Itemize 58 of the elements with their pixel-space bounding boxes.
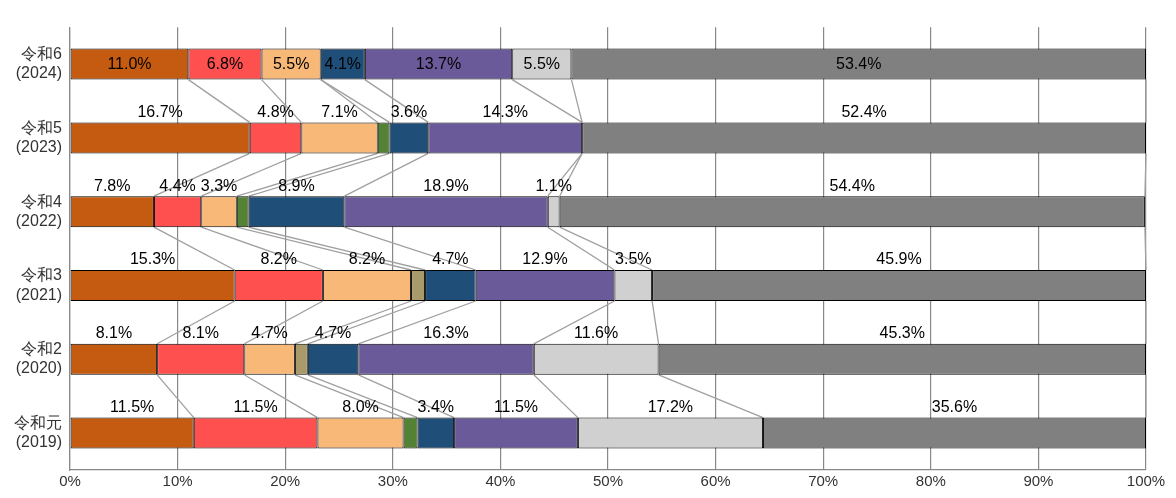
x-tick-label: 70%	[808, 472, 839, 490]
y-tick-label: 令和元 (2019)	[14, 413, 62, 451]
y-tick-label: 令和3 (2021)	[15, 266, 63, 303]
data-label: 4.7%	[314, 324, 352, 342]
data-label: 3.3%	[200, 176, 238, 194]
data-label: 3.4%	[417, 398, 455, 416]
data-label: 4.4%	[159, 176, 196, 194]
data-label: 45.9%	[876, 250, 922, 268]
data-label: 11.5%	[110, 398, 155, 416]
y-tick-label: 令和2 (2020)	[15, 340, 63, 377]
data-label: 6.8%	[206, 54, 244, 72]
data-label: 8.2%	[260, 250, 297, 268]
data-label: 14.3%	[482, 102, 528, 120]
data-label: 16.3%	[423, 324, 469, 342]
data-label: 8.9%	[278, 176, 315, 194]
data-label: 3.6%	[390, 102, 428, 120]
x-tick-label: 80%	[915, 472, 946, 490]
data-label: 1.1%	[535, 176, 572, 194]
data-label: 8.0%	[342, 398, 379, 416]
data-label: 8.2%	[348, 250, 386, 268]
y-tick-label: 令和6 (2024)	[15, 44, 63, 82]
data-label: 4.7%	[432, 250, 469, 268]
data-label: 18.9%	[423, 176, 469, 194]
x-tick-label: 50%	[592, 472, 624, 490]
data-label: 11.5%	[233, 398, 278, 416]
x-tick-label: 100%	[1126, 472, 1166, 490]
data-label: 11.6%	[574, 324, 619, 342]
data-label: 3.5%	[615, 250, 652, 268]
x-tick-label: 10%	[162, 472, 193, 490]
data-label: 15.3%	[129, 250, 176, 268]
data-label: 11.5%	[493, 398, 539, 416]
data-label: 5.5%	[523, 54, 561, 72]
data-label: 4.7%	[251, 324, 288, 342]
data-label: 13.7%	[415, 54, 462, 72]
data-label: 8.1%	[182, 324, 219, 342]
data-label: 16.7%	[137, 102, 183, 120]
x-tick-label: 90%	[1023, 472, 1054, 490]
data-label: 52.4%	[841, 102, 887, 120]
data-label: 4.1%	[324, 54, 361, 72]
data-label: 53.4%	[836, 54, 882, 72]
data-label: 8.1%	[95, 324, 133, 342]
y-tick-label: 令和4 (2022)	[15, 192, 63, 229]
data-label: 7.8%	[94, 176, 131, 194]
data-label: 12.9%	[522, 250, 568, 268]
x-tick-label: 0%	[59, 472, 81, 490]
y-tick-label: 令和5 (2023)	[15, 118, 63, 155]
data-label: 17.2%	[647, 398, 694, 416]
data-label: 45.3%	[879, 324, 925, 342]
data-label: 35.6%	[931, 398, 978, 416]
x-tick-label: 20%	[270, 472, 301, 490]
data-label: 5.5%	[272, 54, 310, 72]
data-label: 4.8%	[257, 102, 294, 120]
data-label: 54.4%	[829, 176, 875, 194]
x-tick-label: 30%	[377, 472, 408, 490]
x-tick-label: 40%	[485, 472, 516, 490]
data-label: 11.0%	[107, 54, 152, 72]
data-label: 7.1%	[321, 102, 358, 120]
x-tick-label: 60%	[700, 472, 731, 490]
